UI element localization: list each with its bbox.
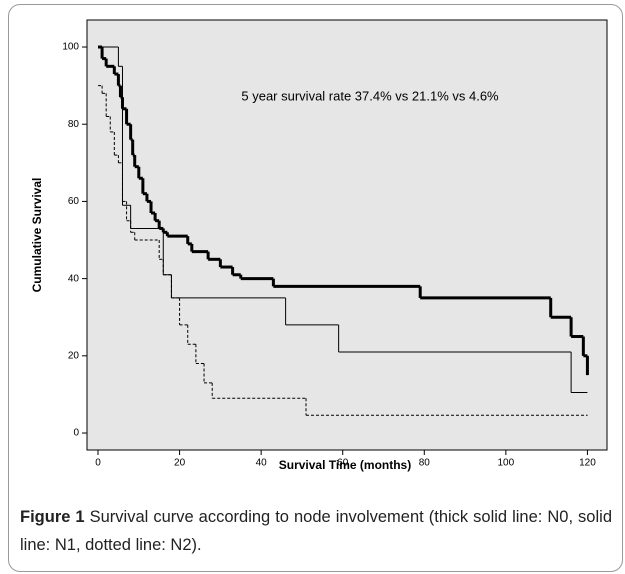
x-tick-label: 120: [579, 458, 596, 469]
y-tick-label: 0: [73, 428, 79, 439]
y-axis-label: Cumulative Survival: [30, 178, 44, 293]
x-tick-label: 80: [419, 458, 431, 469]
caption: Figure 1 Survival curve according to nod…: [20, 503, 612, 559]
figure-frame: [8, 4, 623, 572]
x-tick-label: 40: [256, 458, 268, 469]
y-tick-label: 80: [68, 119, 80, 130]
caption-label: Figure 1: [20, 508, 85, 526]
y-tick-label: 60: [68, 196, 80, 207]
chart: 5 year survival rate 37.4% vs 21.1% vs 4…: [30, 19, 608, 472]
y-tick-label: 100: [62, 42, 79, 53]
plot-area: [86, 19, 608, 451]
y-tick-label: 40: [68, 273, 80, 284]
x-tick-label: 0: [95, 458, 101, 469]
x-tick-label: 20: [174, 458, 186, 469]
y-tick-label: 20: [68, 350, 80, 361]
x-tick-label: 100: [498, 458, 515, 469]
caption-text: Survival curve according to node involve…: [20, 508, 612, 554]
annotation: 5 year survival rate 37.4% vs 21.1% vs 4…: [241, 88, 499, 103]
x-axis-label: Survival Time (months): [279, 458, 411, 472]
x-tick-label: 60: [337, 458, 349, 469]
